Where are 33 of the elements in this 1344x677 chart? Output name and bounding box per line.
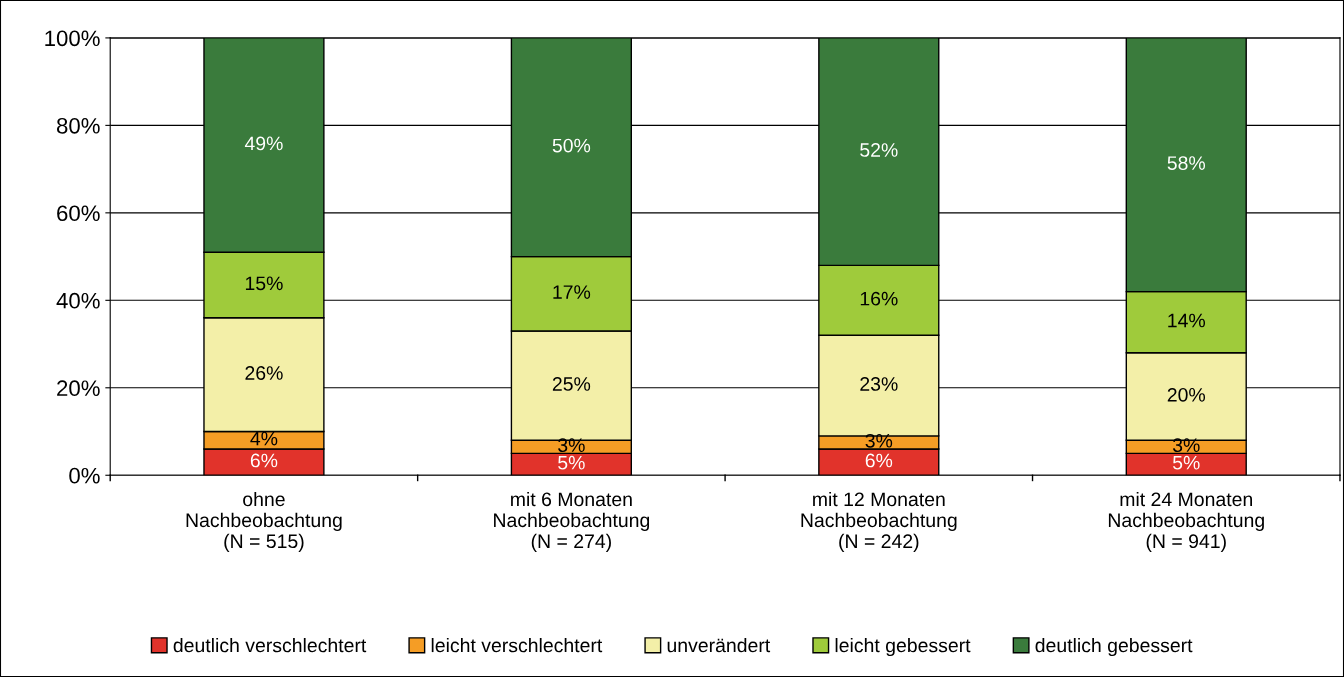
data-label: 52% [860, 143, 898, 157]
y-tick-label: 0% [69, 467, 100, 484]
data-label: 17% [553, 285, 591, 299]
x-tick-label: mit 24 Monaten Nachbeobachtung (N = 941) [1108, 491, 1264, 552]
data-label: 5% [558, 455, 585, 470]
data-label: 58% [1167, 156, 1206, 170]
legend-label: leicht verschlechtert [431, 637, 603, 653]
y-tick-label: 100% [45, 30, 100, 47]
data-label: 26% [245, 366, 283, 380]
data-label: 23% [860, 377, 898, 391]
legend-label: deutlich gebessert [1035, 637, 1193, 657]
x-tick-label: mit 6 Monaten Nachbeobachtung (N = 274) [494, 491, 650, 552]
data-label: 20% [1167, 387, 1206, 402]
data-label: 25% [552, 377, 591, 391]
data-label: 15% [245, 276, 283, 291]
data-label: 16% [860, 291, 898, 306]
data-label: 49% [244, 136, 283, 151]
data-label: 6% [865, 453, 893, 468]
data-label: 3% [865, 433, 893, 448]
legend-label: leicht gebessert [835, 637, 971, 657]
data-label: 6% [250, 453, 278, 468]
legend-label: deutlich verschlechtert [173, 637, 367, 653]
y-tick-label: 40% [56, 292, 100, 309]
data-label: 14% [1168, 313, 1206, 328]
x-tick-label: mit 12 Monaten Nachbeobachtung (N = 242) [801, 491, 957, 552]
y-tick-label: 80% [56, 117, 100, 134]
data-label: 50% [552, 138, 591, 153]
y-tick-label: 20% [57, 380, 100, 397]
data-label: 4% [250, 431, 278, 446]
legend-label: unverändert [667, 637, 771, 653]
y-tick-label: 60% [57, 205, 100, 222]
data-label: 5% [1172, 455, 1200, 470]
x-tick-label: ohne Nachbeobachtung (N = 515) [186, 491, 342, 552]
